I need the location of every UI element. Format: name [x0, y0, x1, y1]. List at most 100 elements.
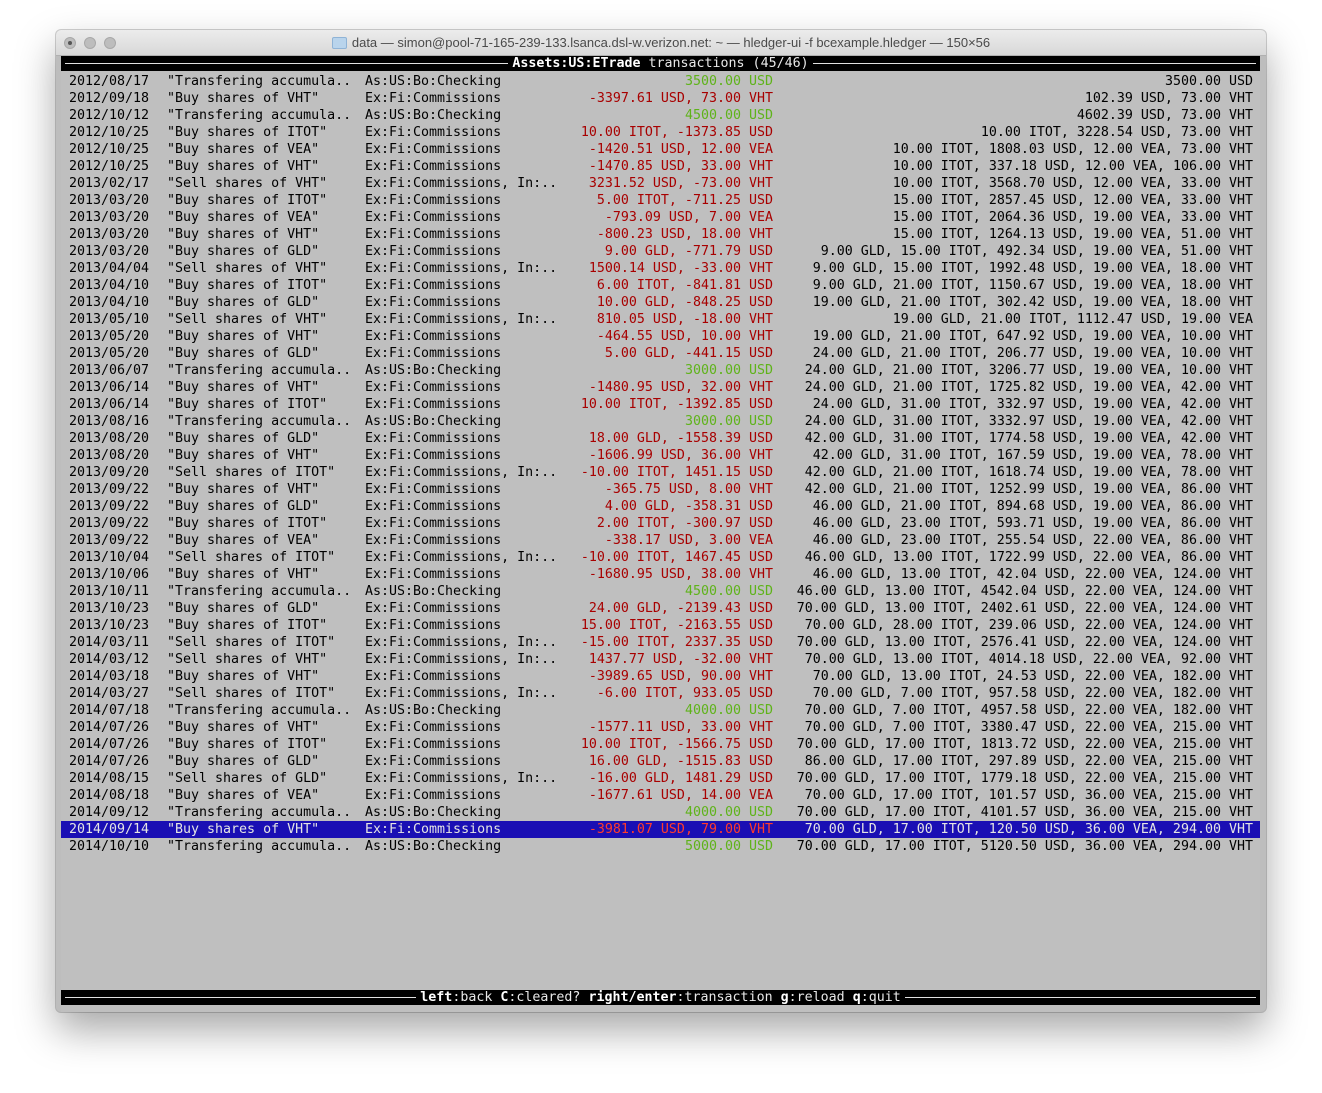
transaction-row-selected[interactable]: 2014/09/14 "Buy shares of VHT" Ex:Fi:Commi…: [61, 821, 1260, 838]
help-footer: left:back C:cleared? right/enter:transac…: [61, 990, 1260, 1005]
transaction-row[interactable]: 2014/03/27 "Sell shares of ITOT" Ex:Fi:Com…: [61, 685, 1260, 702]
description: "Transfering accumula..: [167, 584, 352, 599]
other-accounts: Ex:Fi:Commissions: [365, 482, 502, 497]
transaction-row[interactable]: 2013/04/10 "Buy shares of ITOT" Ex:Fi:Comm…: [61, 277, 1260, 294]
transaction-row[interactable]: 2014/08/15 "Sell shares of GLD" Ex:Fi:Comm…: [61, 770, 1260, 787]
transaction-row[interactable]: 2014/07/26 "Buy shares of VHT" Ex:Fi:Commi…: [61, 719, 1260, 736]
terminal-screen[interactable]: Assets:US:ETrade transactions (45/46) 20…: [61, 56, 1260, 1012]
transaction-row[interactable]: 2012/10/25 "Buy shares of VHT" Ex:Fi:Commi…: [61, 158, 1260, 175]
transaction-row[interactable]: 2013/08/20 "Buy shares of VHT" Ex:Fi:Commi…: [61, 447, 1260, 464]
transaction-row[interactable]: 2013/05/20 "Buy shares of GLD" Ex:Fi:Commi…: [61, 345, 1260, 362]
close-button[interactable]: [64, 37, 76, 49]
transaction-row[interactable]: 2013/09/22 "Buy shares of VHT" Ex:Fi:Commi…: [61, 481, 1260, 498]
other-accounts: Ex:Fi:Commissions: [365, 397, 502, 412]
transaction-row[interactable]: 2013/10/23 "Buy shares of ITOT" Ex:Fi:Comm…: [61, 617, 1260, 634]
transaction-row[interactable]: 2013/08/20 "Buy shares of GLD" Ex:Fi:Commi…: [61, 430, 1260, 447]
zoom-button[interactable]: [104, 37, 116, 49]
change: -1480.95 USD, 32.00 VHT: [588, 380, 773, 395]
description: "Buy shares of ITOT": [167, 516, 328, 531]
date: 2014/03/18: [69, 669, 150, 684]
transaction-row[interactable]: 2013/02/17 "Sell shares of VHT" Ex:Fi:Comm…: [61, 175, 1260, 192]
transaction-list: 2012/08/17 "Transfering accumula.. As:US:B…: [61, 73, 1260, 855]
minimize-button[interactable]: [84, 37, 96, 49]
description: "Buy shares of GLD": [167, 295, 320, 310]
transaction-row[interactable]: 2014/09/12 "Transfering accumula.. As:US:B…: [61, 804, 1260, 821]
transaction-row[interactable]: 2012/10/12 "Transfering accumula.. As:US:B…: [61, 107, 1260, 124]
date: 2013/04/10: [69, 278, 150, 293]
other-accounts: Ex:Fi:Commissions: [365, 618, 502, 633]
transaction-row[interactable]: 2013/09/22 "Buy shares of ITOT" Ex:Fi:Comm…: [61, 515, 1260, 532]
transaction-row[interactable]: 2013/08/16 "Transfering accumula.. As:US:B…: [61, 413, 1260, 430]
change: 4500.00 USD: [684, 584, 773, 599]
transaction-row[interactable]: 2013/05/10 "Sell shares of VHT" Ex:Fi:Comm…: [61, 311, 1260, 328]
transaction-row[interactable]: 2014/07/26 "Buy shares of ITOT" Ex:Fi:Comm…: [61, 736, 1260, 753]
date: 2014/08/15: [69, 771, 150, 786]
other-accounts: As:US:Bo:Checking: [365, 584, 502, 599]
transaction-row[interactable]: 2014/03/11 "Sell shares of ITOT" Ex:Fi:Com…: [61, 634, 1260, 651]
transaction-row[interactable]: 2013/04/10 "Buy shares of GLD" Ex:Fi:Commi…: [61, 294, 1260, 311]
transaction-row[interactable]: 2013/06/14 "Buy shares of VHT" Ex:Fi:Commi…: [61, 379, 1260, 396]
transaction-row[interactable]: 2012/08/17 "Transfering accumula.. As:US:B…: [61, 73, 1260, 90]
balance: 70.00 GLD, 7.00 ITOT, 4957.58 USD, 22.00…: [804, 703, 1253, 718]
transaction-row[interactable]: 2012/10/25 "Buy shares of VEA" Ex:Fi:Commi…: [61, 141, 1260, 158]
key-3: g: [780, 990, 789, 1005]
change: 810.05 USD, -18.00 VHT: [596, 312, 773, 327]
transaction-row[interactable]: 2014/07/26 "Buy shares of GLD" Ex:Fi:Commi…: [61, 753, 1260, 770]
transaction-row[interactable]: 2013/05/20 "Buy shares of VHT" Ex:Fi:Commi…: [61, 328, 1260, 345]
balance: 3500.00 USD: [1164, 74, 1253, 89]
date: 2013/05/10: [69, 312, 150, 327]
date: 2013/03/20: [69, 244, 150, 259]
description: "Sell shares of VHT": [167, 312, 328, 327]
transaction-row[interactable]: 2013/06/07 "Transfering accumula.. As:US:B…: [61, 362, 1260, 379]
other-accounts: Ex:Fi:Commissions: [365, 788, 502, 803]
balance: 42.00 GLD, 31.00 ITOT, 1774.58 USD, 19.0…: [804, 431, 1253, 446]
transaction-row[interactable]: 2013/03/20 "Buy shares of VHT" Ex:Fi:Commi…: [61, 226, 1260, 243]
transaction-row[interactable]: 2012/10/25 "Buy shares of ITOT" Ex:Fi:Comm…: [61, 124, 1260, 141]
transaction-row[interactable]: 2013/10/06 "Buy shares of VHT" Ex:Fi:Commi…: [61, 566, 1260, 583]
description: "Transfering accumula..: [167, 414, 352, 429]
date: 2013/10/04: [69, 550, 150, 565]
transaction-row[interactable]: 2013/06/14 "Buy shares of ITOT" Ex:Fi:Comm…: [61, 396, 1260, 413]
balance: 70.00 GLD, 7.00 ITOT, 3380.47 USD, 22.00…: [804, 720, 1253, 735]
transaction-row[interactable]: 2013/03/20 "Buy shares of ITOT" Ex:Fi:Comm…: [61, 192, 1260, 209]
transaction-row[interactable]: 2013/10/04 "Sell shares of ITOT" Ex:Fi:Com…: [61, 549, 1260, 566]
balance: 24.00 GLD, 21.00 ITOT, 206.77 USD, 19.00…: [812, 346, 1253, 361]
transaction-row[interactable]: 2013/03/20 "Buy shares of GLD" Ex:Fi:Commi…: [61, 243, 1260, 260]
transaction-row[interactable]: 2013/10/11 "Transfering accumula.. As:US:B…: [61, 583, 1260, 600]
transaction-row[interactable]: 2013/09/22 "Buy shares of VEA" Ex:Fi:Commi…: [61, 532, 1260, 549]
change: -1680.95 USD, 38.00 VHT: [588, 567, 773, 582]
date: 2013/09/22: [69, 533, 150, 548]
transaction-row[interactable]: 2013/09/22 "Buy shares of GLD" Ex:Fi:Commi…: [61, 498, 1260, 515]
transaction-row[interactable]: 2014/07/18 "Transfering accumula.. As:US:B…: [61, 702, 1260, 719]
change: -10.00 ITOT, 1467.45 USD: [580, 550, 773, 565]
date: 2014/03/11: [69, 635, 150, 650]
description: "Buy shares of GLD": [167, 499, 320, 514]
date: 2013/10/11: [69, 584, 150, 599]
description: "Buy shares of VHT": [167, 482, 320, 497]
transaction-row[interactable]: 2013/03/20 "Buy shares of VEA" Ex:Fi:Commi…: [61, 209, 1260, 226]
other-accounts: Ex:Fi:Commissions: [365, 720, 502, 735]
transaction-row[interactable]: 2014/03/18 "Buy shares of VHT" Ex:Fi:Commi…: [61, 668, 1260, 685]
transaction-row[interactable]: 2013/09/20 "Sell shares of ITOT" Ex:Fi:Com…: [61, 464, 1260, 481]
change: 3000.00 USD: [684, 363, 773, 378]
other-accounts: Ex:Fi:Commissions, In:..: [365, 686, 558, 701]
description: "Buy shares of VHT": [167, 227, 320, 242]
window-title: data — simon@pool-71-165-239-133.lsanca.…: [56, 35, 1266, 50]
transaction-row[interactable]: 2014/08/18 "Buy shares of VEA" Ex:Fi:Commi…: [61, 787, 1260, 804]
balance: 46.00 GLD, 23.00 ITOT, 593.71 USD, 19.00…: [812, 516, 1253, 531]
date: 2013/04/10: [69, 295, 150, 310]
transaction-row[interactable]: 2012/09/18 "Buy shares of VHT" Ex:Fi:Commi…: [61, 90, 1260, 107]
other-accounts: As:US:Bo:Checking: [365, 703, 502, 718]
transaction-row[interactable]: 2014/03/12 "Sell shares of VHT" Ex:Fi:Comm…: [61, 651, 1260, 668]
balance: 46.00 GLD, 13.00 ITOT, 1722.99 USD, 22.0…: [804, 550, 1253, 565]
other-accounts: Ex:Fi:Commissions: [365, 244, 502, 259]
other-accounts: Ex:Fi:Commissions: [365, 91, 502, 106]
transaction-row[interactable]: 2013/04/04 "Sell shares of VHT" Ex:Fi:Comm…: [61, 260, 1260, 277]
key-4: q: [852, 990, 861, 1005]
key-2: right/enter: [588, 990, 677, 1005]
date: 2013/08/20: [69, 448, 150, 463]
transaction-row[interactable]: 2014/10/10 "Transfering accumula.. As:US:B…: [61, 838, 1260, 855]
other-accounts: Ex:Fi:Commissions: [365, 210, 502, 225]
transaction-row[interactable]: 2013/10/23 "Buy shares of GLD" Ex:Fi:Commi…: [61, 600, 1260, 617]
change: 1437.77 USD, -32.00 VHT: [588, 652, 773, 667]
